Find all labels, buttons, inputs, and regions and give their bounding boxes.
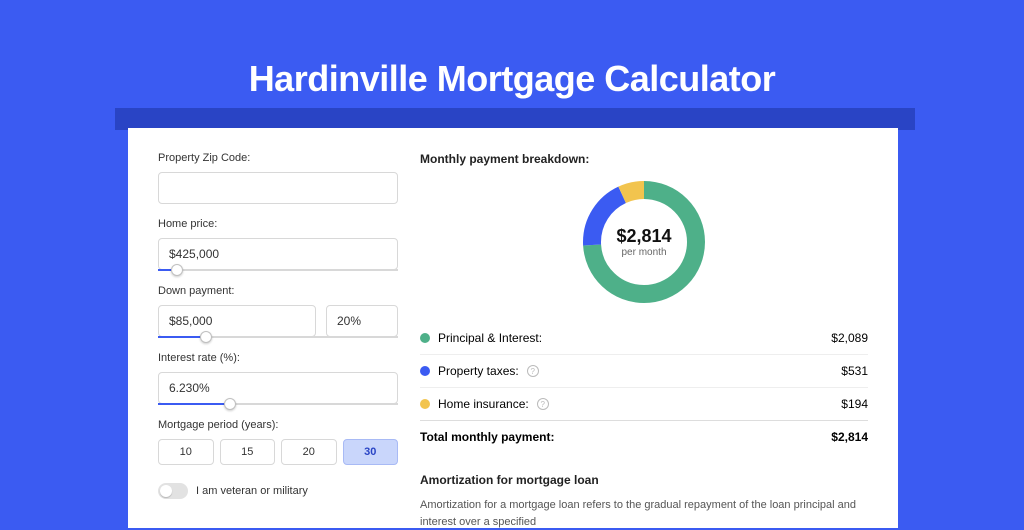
down-payment-slider-fill [158,336,206,338]
total-label: Total monthly payment: [420,430,554,444]
line-item-insurance: Home insurance:? $194 [420,387,868,420]
amortization-title: Amortization for mortgage loan [420,473,868,487]
down-payment-label: Down payment: [158,285,398,297]
calculator-card: Property Zip Code: Home price: Down paym… [128,128,898,528]
donut-amount: $2,814 [616,226,671,247]
breakdown-title: Monthly payment breakdown: [420,152,868,166]
interest-rate-field-group: Interest rate (%): [158,352,398,405]
veteran-toggle[interactable] [158,483,188,499]
insurance-info-icon[interactable]: ? [537,398,549,410]
total-value: $2,814 [831,430,868,444]
veteran-label: I am veteran or military [196,485,308,497]
period-button-30[interactable]: 30 [343,439,399,465]
breakdown-column: Monthly payment breakdown: $2,814 per mo… [420,152,868,504]
home-price-label: Home price: [158,218,398,230]
zip-input[interactable] [158,172,398,204]
interest-rate-input[interactable] [158,372,398,404]
interest-rate-slider[interactable] [158,403,398,405]
insurance-label: Home insurance: [438,397,529,411]
insurance-dot [420,399,430,409]
period-field-group: Mortgage period (years): 10152030 [158,419,398,465]
veteran-toggle-row: I am veteran or military [158,483,398,499]
card-shadow [115,108,915,130]
period-button-10[interactable]: 10 [158,439,214,465]
interest-rate-label: Interest rate (%): [158,352,398,364]
period-buttons: 10152030 [158,439,398,465]
principal-dot [420,333,430,343]
down-payment-field-group: Down payment: [158,285,398,338]
total-row: Total monthly payment: $2,814 [420,420,868,453]
home-price-field-group: Home price: [158,218,398,271]
home-price-input[interactable] [158,238,398,270]
insurance-value: $194 [841,397,868,411]
page-title: Hardinville Mortgage Calculator [0,0,1024,100]
taxes-label: Property taxes: [438,364,519,378]
down-payment-slider[interactable] [158,336,398,338]
down-payment-pct-input[interactable] [326,305,398,337]
taxes-info-icon[interactable]: ? [527,365,539,377]
period-button-20[interactable]: 20 [281,439,337,465]
donut-center: $2,814 per month [616,226,671,258]
donut-wrap: $2,814 per month [420,180,868,304]
line-item-principal: Principal & Interest: $2,089 [420,322,868,354]
taxes-value: $531 [841,364,868,378]
interest-rate-slider-thumb[interactable] [224,398,236,410]
down-payment-input[interactable] [158,305,316,337]
amortization-text: Amortization for a mortgage loan refers … [420,497,868,530]
line-item-taxes: Property taxes:? $531 [420,354,868,387]
home-price-slider[interactable] [158,269,398,271]
taxes-dot [420,366,430,376]
principal-label: Principal & Interest: [438,331,542,345]
zip-field-group: Property Zip Code: [158,152,398,204]
down-payment-slider-thumb[interactable] [200,331,212,343]
inputs-column: Property Zip Code: Home price: Down paym… [158,152,398,504]
period-button-15[interactable]: 15 [220,439,276,465]
period-label: Mortgage period (years): [158,419,398,431]
donut-chart: $2,814 per month [582,180,706,304]
donut-sub: per month [616,247,671,258]
interest-rate-slider-fill [158,403,230,405]
principal-value: $2,089 [831,331,868,345]
zip-label: Property Zip Code: [158,152,398,164]
home-price-slider-thumb[interactable] [171,264,183,276]
line-items: Principal & Interest: $2,089 Property taxe… [420,322,868,420]
